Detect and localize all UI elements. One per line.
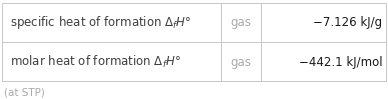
Bar (2, 3, 386, 81)
Text: molar heat of formation $\Delta_f H°$: molar heat of formation $\Delta_f H°$ (10, 54, 181, 70)
Text: −7.126 kJ/g: −7.126 kJ/g (313, 16, 382, 29)
Text: specific heat of formation $\Delta_f H°$: specific heat of formation $\Delta_f H°$ (10, 14, 191, 31)
Text: −442.1 kJ/mol: −442.1 kJ/mol (298, 56, 382, 69)
Text: gas: gas (230, 56, 251, 69)
Text: gas: gas (230, 16, 251, 29)
Text: (at STP): (at STP) (4, 87, 45, 97)
